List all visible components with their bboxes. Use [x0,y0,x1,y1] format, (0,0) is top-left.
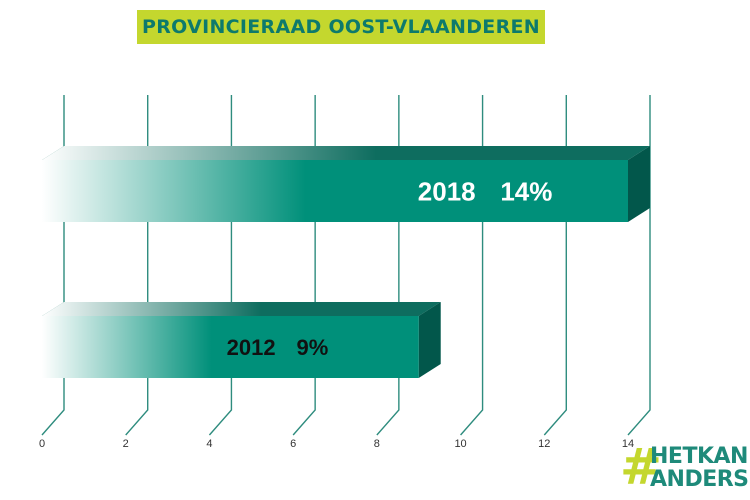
logo-line-2: ANDERS [650,467,749,492]
bar-top-fade [42,302,441,316]
bar-value-label: 14% [500,176,552,206]
hetkananders-logo: # HETKAN ANDERS [620,438,749,498]
bar-category-label: 2018 [418,176,476,206]
bar-side-face [628,146,650,222]
bar-category-label: 2012 [227,335,276,360]
bar-2018: 2018 14% [42,146,650,222]
hashtag-icon: # [620,438,662,496]
x-axis-ticks: 0 2 4 6 8 10 12 14 [39,438,634,450]
bar-front-fade [42,160,628,222]
x-tick-label: 10 [454,438,466,450]
x-tick-label: 4 [206,438,212,450]
bar-top-fade [42,146,650,160]
chart-title-banner: PROVINCIERAAD OOST-VLAANDEREN [137,10,545,44]
x-tick-label: 12 [538,438,550,450]
x-tick-label: 14 [622,438,634,450]
bar-value-label: 9% [296,335,328,360]
gridline [41,95,65,436]
bars: 2018 14% 2012 9% [42,146,650,378]
chart-title: PROVINCIERAAD OOST-VLAANDEREN [141,16,541,38]
bar-2012: 2012 9% [42,302,441,378]
x-tick-label: 8 [374,438,380,450]
bar-front-fade [42,316,419,378]
x-tick-label: 0 [39,438,45,450]
logo-line-1: HETKAN [650,444,748,469]
x-tick-label: 2 [123,438,129,450]
bar-side-face [418,302,441,378]
x-tick-label: 6 [290,438,296,450]
